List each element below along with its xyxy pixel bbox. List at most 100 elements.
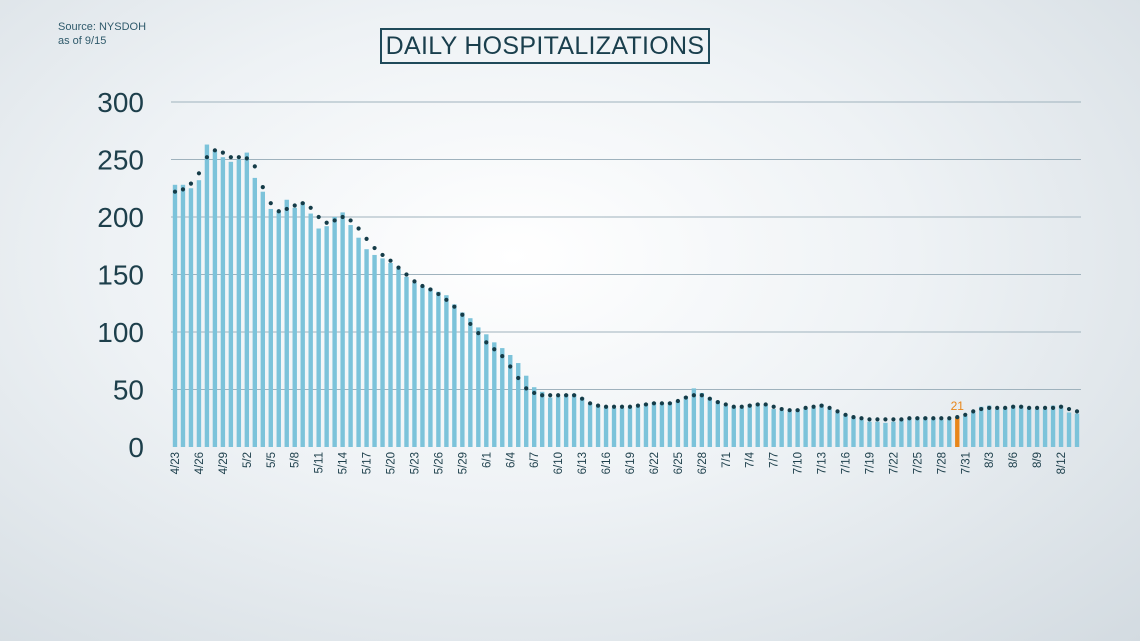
bar [1066, 412, 1072, 447]
bar [723, 405, 728, 447]
bar [324, 226, 329, 447]
gridlines [171, 101, 1081, 390]
trend-dot [939, 416, 944, 421]
trend-dot [1019, 404, 1024, 409]
trend-dot [564, 393, 569, 398]
x-tick-label: 7/4 [745, 451, 757, 468]
trend-dot [683, 395, 688, 400]
bar [971, 412, 976, 447]
bar [819, 404, 824, 447]
trend-dot [811, 404, 816, 409]
x-tick-label: 5/17 [362, 452, 374, 474]
x-tick-label: 4/23 [170, 452, 182, 474]
bar [436, 291, 441, 447]
x-tick-label: 6/13 [577, 452, 589, 474]
bar [627, 406, 633, 447]
y-tick-label: 250 [97, 145, 144, 176]
trend-dot [220, 150, 225, 155]
trend-dot [979, 406, 984, 412]
trend-dot [324, 220, 329, 225]
trend-dot [835, 409, 840, 414]
trend-dot [699, 393, 704, 398]
bar [180, 184, 186, 448]
bar [420, 286, 425, 447]
bar [595, 405, 601, 447]
bar [204, 144, 210, 448]
bar [492, 342, 497, 447]
y-axis: 0 50 100 150 200 250 300 [97, 87, 144, 463]
trend-dot [236, 155, 241, 160]
bar [468, 318, 473, 447]
bar [1034, 409, 1040, 447]
annotations: 21 [951, 399, 965, 413]
bar [859, 419, 864, 447]
bar [508, 355, 513, 447]
x-tick-label: 5/5 [266, 452, 278, 468]
x-axis: 4/23 4/26 4/29 5/2 5/5 5/8 5/11 5/14 5/17 5/20 5/2… [170, 451, 1068, 474]
bar [587, 403, 593, 447]
trend-dot [931, 416, 936, 421]
x-tick-label: 7/31 [960, 452, 972, 474]
trend-dot [595, 403, 601, 408]
trend-dot [548, 393, 553, 398]
bar [963, 415, 968, 447]
bar [340, 212, 345, 447]
trend-dot [691, 393, 696, 398]
trend-dot [252, 164, 257, 169]
trend-dot [476, 331, 481, 336]
bar [994, 409, 1000, 447]
bar [212, 150, 218, 448]
bar [795, 409, 800, 447]
bar [1026, 407, 1032, 447]
bar [555, 396, 561, 447]
x-tick-label: 5/8 [290, 452, 302, 468]
bar [875, 421, 880, 447]
bar [396, 268, 401, 447]
x-tick-label: 5/20 [386, 452, 398, 474]
bar [476, 327, 481, 447]
trend-dot [524, 386, 529, 391]
trend-dot [651, 401, 657, 406]
trend-dot [332, 218, 337, 223]
y-tick-label: 0 [128, 432, 144, 463]
bar [1042, 409, 1048, 447]
bar [236, 159, 242, 447]
trend-dot [284, 206, 289, 212]
source-note: Source: NYSDOH as of 9/15 [58, 20, 146, 48]
trend-dot [428, 287, 433, 292]
trend-dot [1058, 404, 1064, 409]
trend-dot [292, 203, 297, 208]
y-tick-label: 200 [97, 202, 144, 233]
bar [659, 403, 665, 447]
bar [827, 409, 832, 447]
bar [364, 249, 369, 447]
trend-dot [268, 201, 273, 206]
trend-dot [316, 214, 321, 220]
as-of-line: as of 9/15 [58, 35, 107, 47]
x-tick-label: 7/16 [841, 452, 853, 474]
trend-dot [1003, 405, 1008, 410]
bar [260, 191, 265, 447]
trend-dot [228, 155, 233, 160]
x-tick-label: 4/26 [194, 452, 206, 474]
trend-dot [212, 148, 218, 153]
trend-dot [508, 364, 513, 369]
trend-dot [579, 396, 585, 401]
x-tick-label: 6/4 [505, 451, 517, 468]
trend-dot [412, 279, 417, 284]
trend-dot [787, 408, 792, 413]
trend-dot [907, 416, 912, 421]
trend-dot [396, 265, 401, 270]
y-tick-label: 50 [113, 375, 144, 406]
bar [603, 406, 609, 447]
x-tick-label: 7/19 [864, 452, 876, 474]
trend-dot [883, 417, 888, 422]
trend-dot [923, 416, 928, 421]
bars [172, 144, 1080, 448]
bar [867, 421, 872, 447]
bar [547, 397, 553, 447]
bar [380, 258, 385, 447]
trend-dot [260, 185, 265, 190]
x-tick-label: 7/22 [888, 452, 900, 474]
